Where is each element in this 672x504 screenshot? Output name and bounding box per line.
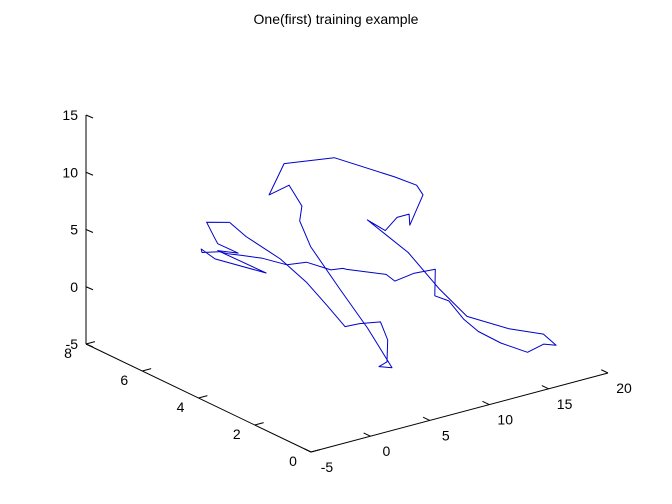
z-tick-label: 5 [70,222,78,238]
x-tick-label: -5 [321,459,334,475]
z-tick-mark [85,229,94,233]
y-tick-label: 2 [233,426,241,442]
series-line [200,157,557,369]
z-tick-mark [85,343,94,348]
z-tick-label: -5 [66,336,79,352]
y-tick-mark [85,341,96,345]
chart-title: One(first) training example [253,11,419,27]
z-tick-label: 0 [70,279,78,295]
x-axis-line [310,372,609,453]
y-tick-label: 6 [120,372,128,388]
y-tick-label: 0 [289,453,297,469]
y-tick-mark [198,395,208,399]
y-tick-mark [142,368,152,372]
ticks-group [85,114,609,453]
z-tick-mark [85,286,94,291]
y-tick-mark [254,422,264,426]
x-tick-mark [422,416,431,421]
x-tick-mark [304,448,312,453]
z-tick-label: 10 [62,164,78,180]
x-tick-mark [482,400,490,406]
series-group [200,157,557,369]
x-tick-label: 0 [383,443,391,459]
y-tick-label: 8 [64,345,72,361]
x-tick-label: 15 [557,396,573,412]
y-tick-label: 4 [177,399,185,415]
x-tick-label: 10 [497,412,513,428]
x-tick-label: 20 [616,380,632,396]
z-tick-mark [85,114,94,119]
x-tick-mark [601,369,609,374]
x-tick-mark [363,432,371,437]
x-tick-label: 5 [442,427,450,443]
z-tick-label: 15 [62,107,78,123]
y-tick-mark [310,449,321,453]
x-tick-mark [541,385,549,390]
z-tick-mark [85,171,94,176]
axes-group [85,115,609,453]
